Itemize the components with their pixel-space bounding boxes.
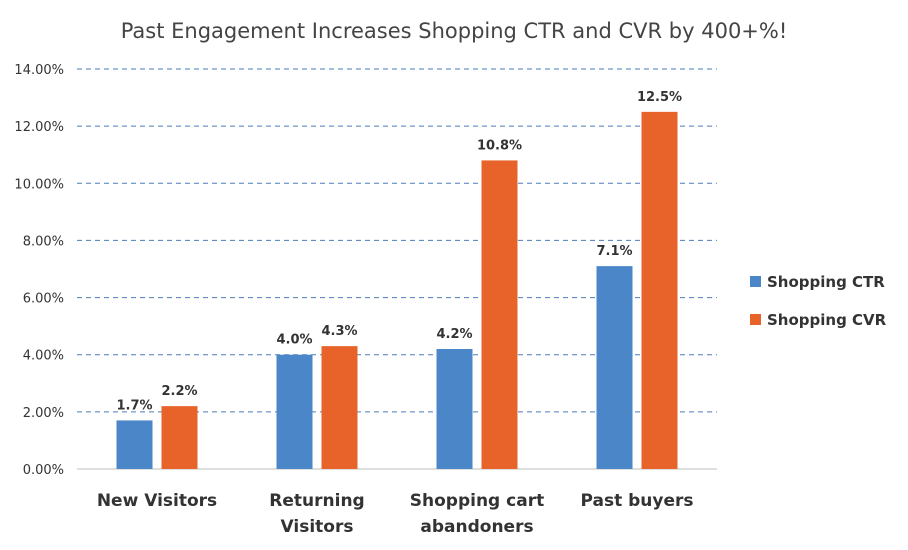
- bar-cvr: [161, 406, 198, 469]
- data-label: 4.3%: [321, 324, 357, 339]
- y-tick-label: 0.00%: [23, 463, 64, 478]
- data-labels: 1.7% 2.2% 4.0% 4.3% 4.2% 10.8% 7.1% 12.5%: [116, 90, 682, 414]
- category-label: Past buyers: [580, 491, 693, 511]
- category-label: Visitors: [281, 517, 354, 537]
- data-label: 7.1%: [596, 244, 632, 259]
- category-labels: New Visitors Returning Visitors Shopping ca…: [97, 491, 694, 537]
- bar-cvr: [321, 346, 358, 469]
- data-label: 4.0%: [276, 333, 312, 348]
- legend-swatch: [750, 276, 761, 287]
- bar-ctr: [116, 420, 153, 469]
- y-tick-label: 12.00%: [14, 120, 64, 135]
- y-tick-label: 2.00%: [23, 406, 64, 421]
- category-label: New Visitors: [97, 491, 217, 511]
- bar-ctr: [276, 354, 313, 469]
- y-tick-label: 14.00%: [14, 63, 64, 78]
- data-label: 10.8%: [477, 138, 522, 153]
- chart-title: Past Engagement Increases Shopping CTR a…: [121, 19, 788, 43]
- category-label: Shopping cart: [410, 491, 544, 511]
- bar-ctr: [436, 349, 473, 469]
- data-label: 12.5%: [637, 90, 682, 105]
- bar-ctr: [596, 266, 633, 469]
- y-axis-ticks: 0.00% 2.00% 4.00% 6.00% 8.00% 10.00% 12.00% 14.…: [14, 63, 64, 478]
- legend: Shopping CTR Shopping CVR: [750, 273, 887, 329]
- data-label: 2.2%: [161, 384, 197, 399]
- y-tick-label: 8.00%: [23, 234, 64, 249]
- bar-cvr: [641, 111, 678, 469]
- y-tick-label: 6.00%: [23, 292, 64, 307]
- legend-swatch: [750, 314, 761, 325]
- y-tick-label: 10.00%: [14, 177, 64, 192]
- bars: [116, 111, 678, 469]
- data-label: 4.2%: [436, 327, 472, 342]
- y-tick-label: 4.00%: [23, 349, 64, 364]
- category-label: abandoners: [420, 517, 533, 537]
- data-label: 1.7%: [116, 398, 152, 413]
- category-label: Returning: [269, 491, 364, 511]
- legend-label: Shopping CTR: [767, 273, 885, 291]
- legend-label: Shopping CVR: [767, 311, 887, 329]
- bar-cvr: [481, 160, 518, 469]
